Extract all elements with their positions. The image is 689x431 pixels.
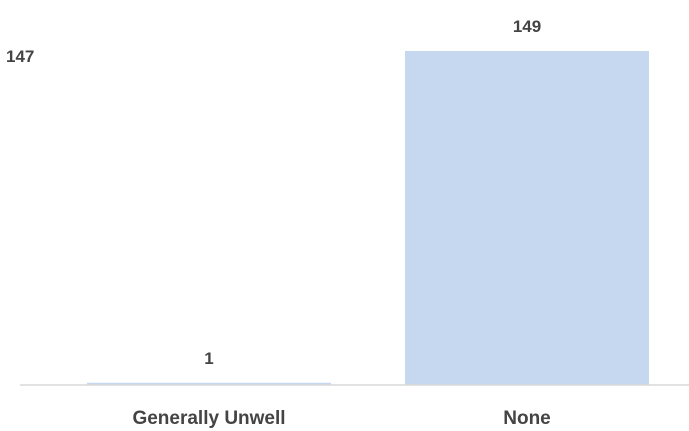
corner-value-label: 147 xyxy=(6,47,34,66)
data-labels-group: 1 149 xyxy=(204,17,541,368)
x-tick-label-0: Generally Unwell xyxy=(132,408,285,429)
bar-1 xyxy=(405,51,649,385)
data-label-0: 1 xyxy=(204,349,213,368)
bar-0 xyxy=(87,382,331,385)
bars-group xyxy=(87,51,649,385)
x-axis-tick-labels: Generally Unwell None xyxy=(132,408,550,429)
x-tick-label-1: None xyxy=(503,408,551,429)
data-label-1: 149 xyxy=(513,17,541,36)
